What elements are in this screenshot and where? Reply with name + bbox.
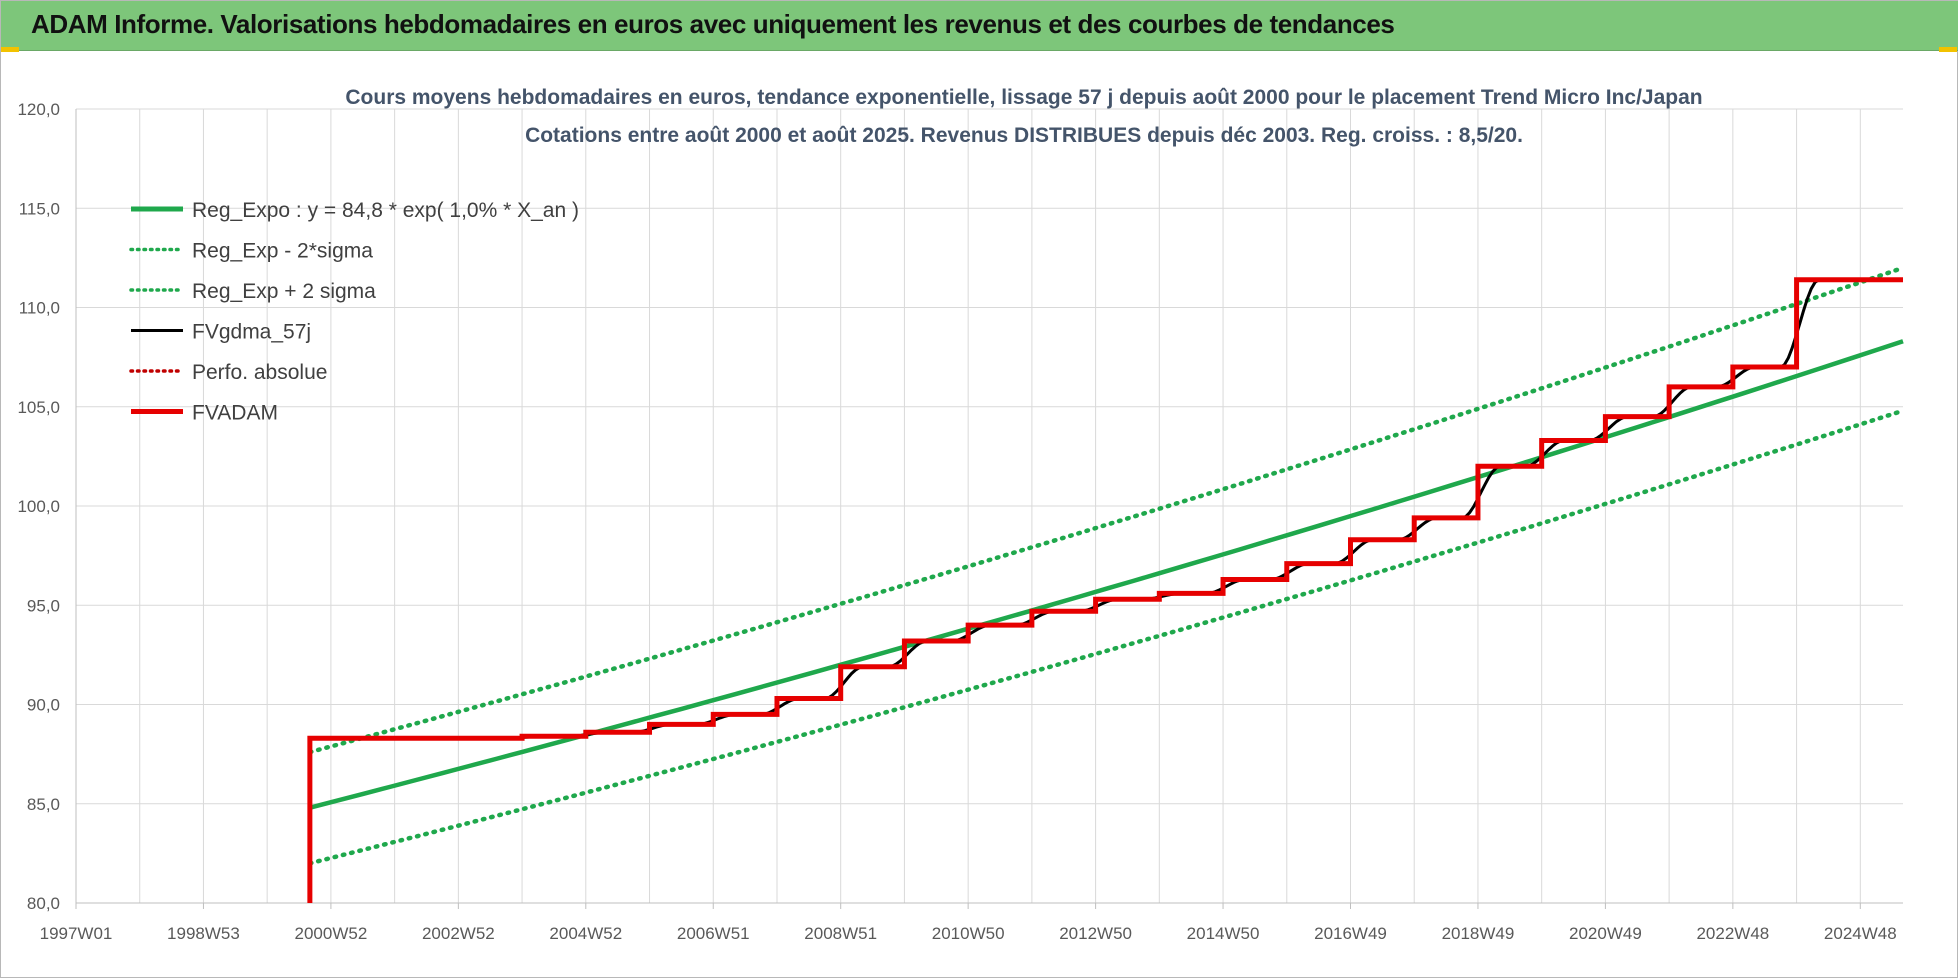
- x-tick-label: 2004W52: [549, 924, 622, 943]
- x-tick-label: 2000W52: [295, 924, 368, 943]
- x-tick-label: 1998W53: [167, 924, 240, 943]
- legend-label: Reg_Expo : y = 84,8 * exp( 1,0% * X_an ): [192, 199, 579, 222]
- legend-entry: Reg_Exp - 2*sigma: [129, 240, 373, 263]
- x-tick-label: 2024W48: [1824, 924, 1897, 943]
- y-tick-label: 85,0: [27, 795, 60, 814]
- legend: Reg_Expo : y = 84,8 * exp( 1,0% * X_an )…: [129, 199, 579, 425]
- y-tick-label: 120,0: [17, 100, 60, 119]
- corner-marker: [1939, 47, 1957, 52]
- reg-exp-minus-2sigma-line: [307, 408, 1906, 866]
- x-tick-label: 1997W01: [40, 924, 113, 943]
- legend-label: FVADAM: [192, 402, 278, 425]
- x-tick-label: 2008W51: [804, 924, 877, 943]
- x-tick-label: 2018W49: [1442, 924, 1515, 943]
- legend-entry: FVADAM: [131, 402, 278, 425]
- chart-title-line2: Cotations entre août 2000 et août 2025. …: [525, 124, 1523, 147]
- y-tick-label: 110,0: [19, 299, 60, 318]
- legend-entry: Reg_Expo : y = 84,8 * exp( 1,0% * X_an ): [131, 199, 579, 222]
- legend-entry: Reg_Exp + 2 sigma: [129, 280, 376, 303]
- reg-exp-plus-2sigma-line: [307, 265, 1906, 755]
- x-tick-label: 2010W50: [932, 924, 1005, 943]
- fvadam-line: [307, 277, 1903, 903]
- legend-label: Reg_Exp + 2 sigma: [192, 280, 376, 303]
- report-banner: ADAM Informe. Valorisations hebdomadaire…: [1, 1, 1958, 51]
- y-tick-label: 95,0: [27, 596, 60, 615]
- x-tick-label: 2006W51: [677, 924, 750, 943]
- y-tick-label: 80,0: [27, 894, 60, 913]
- legend-label: Perfo. absolue: [192, 361, 327, 384]
- y-tick-label: 105,0: [17, 398, 60, 417]
- legend-entry: FVgdma_57j: [131, 321, 311, 344]
- axes: 80,0 85,0 90,0 95,0 100,0 105,0 110,0 115,0 120,…: [17, 100, 1903, 943]
- report-title: ADAM Informe. Valorisations hebdomadaire…: [31, 9, 1395, 39]
- fvgdma-57j-line: [308, 278, 1904, 903]
- y-tick-label: 90,0: [27, 696, 60, 715]
- x-tick-label: 2022W48: [1696, 924, 1769, 943]
- legend-label: FVgdma_57j: [192, 321, 311, 344]
- legend-entry: Perfo. absolue: [129, 361, 327, 384]
- x-tick-label: 2020W49: [1569, 924, 1642, 943]
- x-tick-label: 2014W50: [1187, 924, 1260, 943]
- x-tick-label: 2012W50: [1059, 924, 1132, 943]
- x-tick-label: 2002W52: [422, 924, 495, 943]
- y-tick-label: 115,0: [19, 199, 60, 218]
- y-tick-label: 100,0: [17, 497, 60, 516]
- corner-marker: [1, 47, 19, 52]
- x-tick-label: 2016W49: [1314, 924, 1387, 943]
- legend-label: Reg_Exp - 2*sigma: [192, 240, 373, 263]
- grid: [75, 108, 1903, 904]
- chart-title-line1: Cours moyens hebdomadaires en euros, ten…: [345, 86, 1702, 109]
- series: [307, 265, 1906, 903]
